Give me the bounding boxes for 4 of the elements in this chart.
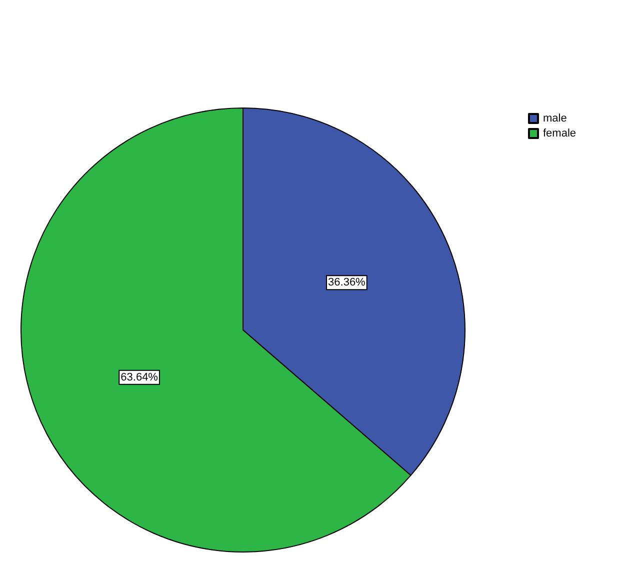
data-label: 36.36% bbox=[328, 276, 366, 289]
legend-label: male bbox=[542, 112, 567, 124]
legend-label: female bbox=[542, 128, 576, 140]
data-label: 63.64% bbox=[120, 371, 158, 384]
